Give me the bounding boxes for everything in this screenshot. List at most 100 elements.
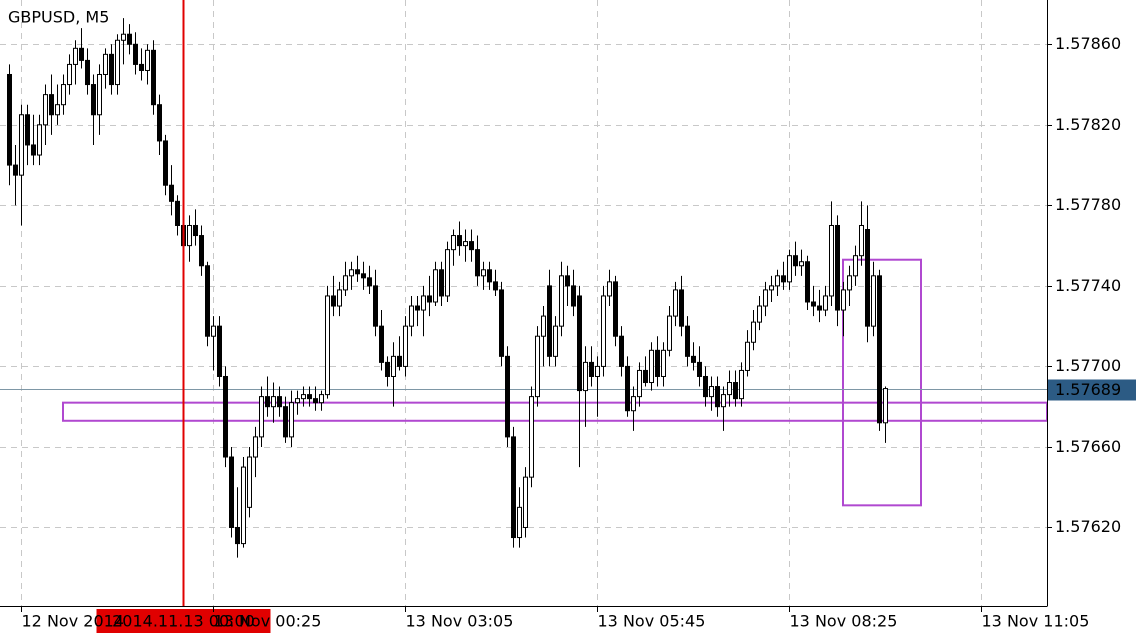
candle-body bbox=[451, 235, 456, 251]
candle-body bbox=[145, 49, 150, 71]
candle-body bbox=[739, 369, 744, 400]
candle-body bbox=[169, 184, 174, 202]
candle-body bbox=[637, 369, 642, 398]
candle-body bbox=[517, 506, 522, 539]
candle-body bbox=[775, 275, 780, 287]
candle-body bbox=[97, 73, 102, 116]
candle-body bbox=[121, 33, 126, 41]
candle-body bbox=[349, 269, 354, 277]
candle-body bbox=[703, 375, 708, 398]
candle-body bbox=[547, 285, 552, 357]
candle-body bbox=[595, 365, 600, 377]
candle-body bbox=[655, 349, 660, 377]
candle-body bbox=[307, 394, 312, 400]
candle-body bbox=[565, 275, 570, 287]
candle-body bbox=[115, 39, 120, 86]
candle-body bbox=[133, 43, 138, 65]
candle-body bbox=[715, 386, 720, 408]
candle-body bbox=[193, 224, 198, 237]
candle-body bbox=[409, 305, 414, 327]
candle-body bbox=[241, 466, 246, 545]
candle-body bbox=[475, 249, 480, 277]
candle-body bbox=[151, 49, 156, 106]
candle-body bbox=[343, 275, 348, 291]
x-tick-label: 13 Nov 05:45 bbox=[598, 612, 706, 631]
candle-body bbox=[871, 275, 876, 327]
candle-body bbox=[61, 84, 66, 106]
candle-body bbox=[403, 325, 408, 367]
candle-body bbox=[763, 289, 768, 307]
candle-body bbox=[163, 140, 168, 186]
candle-body bbox=[523, 476, 528, 528]
candle-body bbox=[601, 295, 606, 367]
candle-body bbox=[301, 394, 306, 400]
candle-body bbox=[769, 285, 774, 291]
candle-body bbox=[787, 255, 792, 283]
candle-body bbox=[469, 241, 474, 251]
candle-body bbox=[559, 275, 564, 327]
candle-body bbox=[589, 361, 594, 377]
candle-body bbox=[439, 269, 444, 297]
candle-body bbox=[745, 341, 750, 371]
candle-body bbox=[643, 369, 648, 384]
x-tick-label: 13 Nov 00:25 bbox=[214, 612, 322, 631]
candle-body bbox=[91, 84, 96, 116]
candle-body bbox=[211, 325, 216, 337]
candle-body bbox=[649, 349, 654, 384]
candle-body bbox=[823, 295, 828, 311]
candle-body bbox=[721, 394, 726, 408]
candle-body bbox=[499, 289, 504, 357]
candle-body bbox=[31, 144, 36, 156]
last-price-box bbox=[1048, 379, 1136, 401]
candle-body bbox=[43, 94, 48, 126]
last-price-label: 1.57689 bbox=[1055, 380, 1121, 399]
candle-body bbox=[139, 63, 144, 71]
candle-body bbox=[235, 526, 240, 545]
candle-body bbox=[697, 361, 702, 377]
candle-body bbox=[325, 295, 330, 396]
y-tick-label: 1.57740 bbox=[1055, 276, 1121, 295]
candle-body bbox=[793, 255, 798, 267]
x-tick-label: 13 Nov 11:05 bbox=[982, 612, 1090, 631]
candle-body bbox=[841, 289, 846, 311]
candle-body bbox=[799, 261, 804, 267]
candle-body bbox=[673, 289, 678, 317]
candle-body bbox=[259, 396, 264, 438]
candle-body bbox=[103, 53, 108, 75]
candle-body bbox=[25, 114, 30, 146]
candle-body bbox=[73, 47, 78, 65]
y-tick-label: 1.57660 bbox=[1055, 437, 1121, 456]
candle-body bbox=[781, 275, 786, 283]
y-tick-label: 1.57620 bbox=[1055, 517, 1121, 536]
candle-body bbox=[265, 396, 270, 408]
candle-body bbox=[859, 224, 864, 257]
y-tick-label: 1.57820 bbox=[1055, 115, 1121, 134]
candle-body bbox=[877, 275, 882, 424]
candle-body bbox=[217, 325, 222, 377]
candle-body bbox=[385, 361, 390, 377]
candle-body bbox=[79, 47, 84, 61]
chart-title: GBPUSD, M5 bbox=[8, 8, 109, 27]
crosshair-label-box bbox=[96, 609, 271, 633]
candle-body bbox=[631, 396, 636, 412]
y-tick-label: 1.57860 bbox=[1055, 34, 1121, 53]
candle-body bbox=[853, 255, 858, 277]
candle-body bbox=[667, 315, 672, 351]
candle-body bbox=[157, 104, 162, 142]
candle-body bbox=[493, 281, 498, 291]
candle-body bbox=[223, 375, 228, 458]
candle-body bbox=[883, 388, 888, 424]
candle-body bbox=[337, 289, 342, 307]
candle-body bbox=[685, 325, 690, 357]
candle-body bbox=[391, 355, 396, 377]
candle-body bbox=[187, 224, 192, 247]
candle-body bbox=[67, 63, 72, 86]
candle-body bbox=[7, 73, 12, 166]
candle-body bbox=[49, 94, 54, 116]
candle-body bbox=[661, 349, 666, 377]
candle-body bbox=[427, 295, 432, 303]
candle-body bbox=[757, 305, 762, 323]
candle-body bbox=[319, 394, 324, 404]
candle-body bbox=[553, 325, 558, 357]
